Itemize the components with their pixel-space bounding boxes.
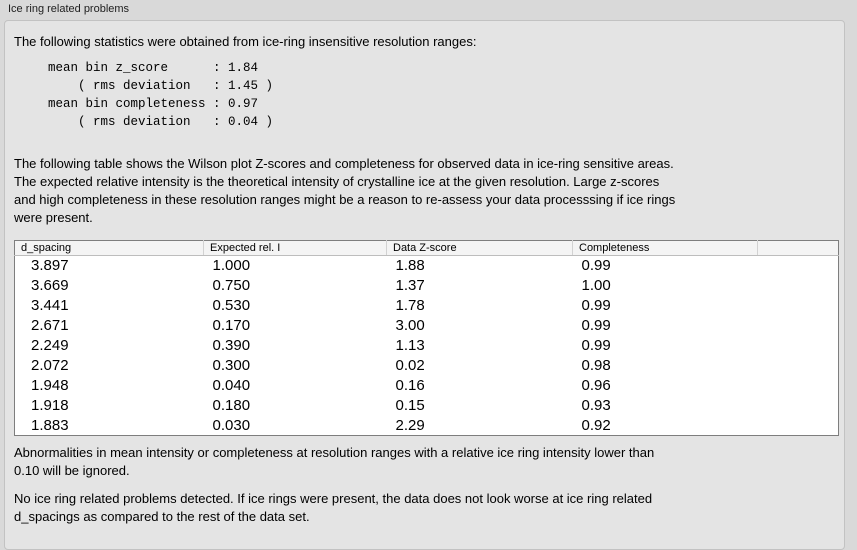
table-description-text: The following table shows the Wilson plo… [14, 156, 676, 225]
cell-d-spacing: 3.669 [31, 277, 69, 294]
column-header-expected-rel-i[interactable]: Expected rel. I [203, 240, 387, 256]
ice-ring-table[interactable]: d_spacing Expected rel. I Data Z-score C… [14, 240, 839, 436]
cell-data-z-score: 1.78 [395, 297, 425, 314]
cell-data-z-score: 1.37 [395, 277, 425, 294]
cell-expected-rel-i: 0.170 [212, 317, 251, 334]
table-row[interactable]: 3.441 0.530 1.78 0.99 [15, 296, 839, 316]
table-row[interactable]: 1.918 0.180 0.15 0.93 [15, 396, 839, 416]
cell-data-z-score: 0.15 [395, 397, 425, 414]
cell-d-spacing: 1.948 [31, 377, 69, 394]
table-row[interactable]: 3.669 0.750 1.37 1.00 [15, 276, 839, 296]
ice-ring-panel: The following statistics were obtained f… [4, 20, 845, 550]
cell-empty [758, 256, 839, 276]
stats-block: mean bin z_score : 1.84 ( rms deviation … [48, 61, 274, 129]
cell-empty [758, 336, 839, 356]
cell-d-spacing: 2.249 [31, 337, 69, 354]
cell-d-spacing: 3.441 [31, 297, 69, 314]
cell-d-spacing: 3.897 [31, 257, 69, 275]
cell-expected-rel-i: 0.040 [212, 377, 251, 394]
cell-empty [758, 276, 839, 296]
cell-data-z-score: 1.88 [395, 257, 425, 275]
table-header: d_spacing Expected rel. I Data Z-score C… [14, 240, 839, 256]
table-row[interactable]: 2.671 0.170 3.00 0.99 [15, 316, 839, 336]
cell-completeness: 0.99 [581, 297, 611, 314]
table-row[interactable]: 2.072 0.300 0.02 0.98 [15, 356, 839, 376]
column-header-empty [757, 240, 839, 256]
column-header-data-z-score[interactable]: Data Z-score [386, 240, 573, 256]
table-body: 3.897 1.000 1.88 0.99 3.669 0.750 1.37 1… [15, 256, 839, 436]
cell-expected-rel-i: 0.390 [212, 337, 251, 354]
cell-empty [758, 416, 839, 436]
groupbox-caption: Ice ring related problems [8, 3, 130, 15]
cell-empty [758, 356, 839, 376]
cell-expected-rel-i: 0.530 [212, 297, 251, 314]
column-header-d-spacing[interactable]: d_spacing [14, 240, 204, 256]
cell-expected-rel-i: 0.180 [212, 397, 251, 414]
cell-completeness: 0.99 [581, 257, 611, 275]
cell-expected-rel-i: 0.300 [212, 357, 251, 374]
cell-completeness: 0.96 [581, 377, 611, 394]
table-row[interactable]: 3.897 1.000 1.88 0.99 [15, 256, 839, 276]
cell-completeness: 0.98 [581, 357, 611, 374]
cell-d-spacing: 2.072 [31, 357, 69, 374]
cell-completeness: 0.99 [581, 317, 611, 334]
cell-completeness: 0.99 [581, 337, 611, 354]
cell-completeness: 0.93 [581, 397, 611, 414]
column-header-completeness[interactable]: Completeness [572, 240, 758, 256]
page-background: { "panel": { "title": "Ice ring related … [4, 3, 845, 550]
cell-d-spacing: 1.918 [31, 397, 69, 414]
table-header-row: d_spacing Expected rel. I Data Z-score C… [14, 240, 839, 256]
cell-expected-rel-i: 0.750 [212, 277, 251, 294]
cell-empty [758, 376, 839, 396]
cell-empty [758, 296, 839, 316]
cell-data-z-score: 0.16 [395, 377, 425, 394]
cell-d-spacing: 1.883 [31, 416, 69, 434]
ignore-rule-text: Abnormalities in mean intensity or compl… [14, 445, 655, 478]
cell-expected-rel-i: 1.000 [212, 257, 251, 275]
table-row[interactable]: 1.948 0.040 0.16 0.96 [15, 376, 839, 396]
cell-expected-rel-i: 0.030 [212, 416, 251, 434]
cell-data-z-score: 1.13 [395, 337, 425, 354]
cell-completeness: 1.00 [581, 277, 611, 294]
table-row[interactable]: 2.249 0.390 1.13 0.99 [15, 336, 839, 356]
cell-d-spacing: 2.671 [31, 317, 69, 334]
cell-data-z-score: 0.02 [395, 357, 425, 374]
cell-data-z-score: 3.00 [395, 317, 425, 334]
cell-completeness: 0.92 [581, 416, 611, 434]
table-row[interactable]: 1.883 0.030 2.29 0.92 [15, 416, 839, 436]
conclusion-text: No ice ring related problems detected. I… [14, 491, 653, 524]
cell-empty [758, 396, 839, 416]
stats-intro-text: The following statistics were obtained f… [14, 34, 477, 49]
cell-empty [758, 316, 839, 336]
cell-data-z-score: 2.29 [395, 416, 425, 434]
